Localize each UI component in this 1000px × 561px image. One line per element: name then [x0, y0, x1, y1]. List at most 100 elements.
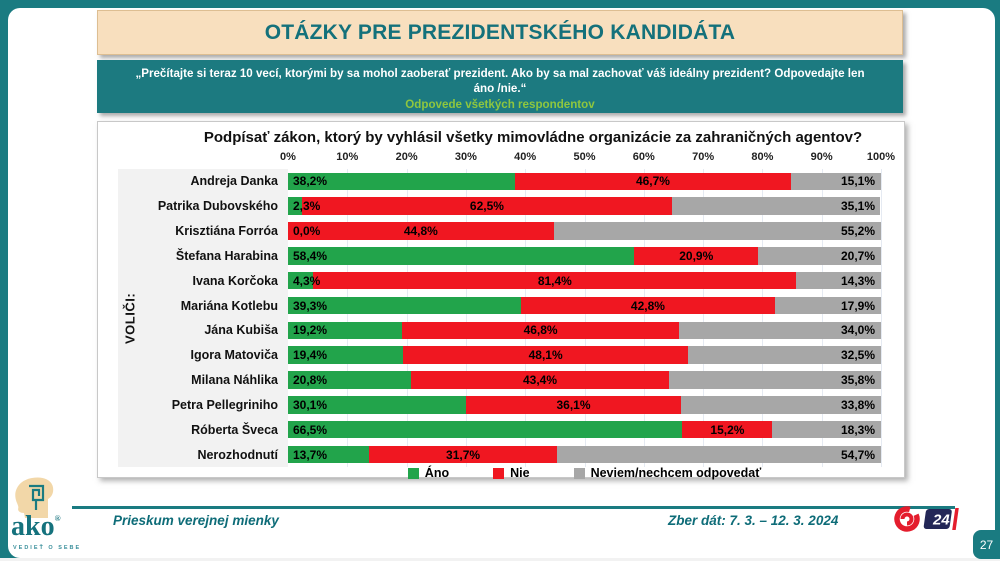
page-number: 27: [979, 537, 994, 552]
bar-track: 15,2% 66,5% 18,3%: [288, 420, 881, 439]
bar-segment-dk: [672, 197, 881, 215]
joj24-badge: [923, 508, 959, 530]
value-label-yes: 66,5%: [293, 422, 328, 437]
value-label-no: 36,1%: [556, 397, 591, 412]
chart-row: Milana Náhlika 43,4% 20,8% 35,8%: [118, 368, 881, 393]
value-label-dk: 35,1%: [840, 199, 875, 214]
value-label-no: 20,9%: [679, 248, 714, 263]
bar-segment-dk: [772, 420, 881, 439]
bar-segment-dk: [758, 247, 881, 265]
bar-segment-yes: [288, 197, 302, 215]
bar-track: 36,1% 30,1% 33,8%: [288, 396, 881, 414]
chart-row: Ivana Korčoka 81,4% 4,3% 14,3%: [118, 268, 881, 293]
value-label-no: 46,8%: [523, 323, 558, 338]
category-label: Patrika Dubovského: [157, 199, 278, 214]
ako-tagline: VEDIEŤ O SEBE: [13, 545, 82, 551]
value-label-no: 43,4%: [523, 373, 558, 388]
ako-wordmark: ako®: [11, 511, 61, 542]
value-label-yes: 30,1%: [293, 397, 328, 412]
footer-left-text: Prieskum verejnej mienky: [113, 513, 279, 528]
bar-track: 43,4% 20,8% 35,8%: [288, 371, 881, 389]
bar-segment-no: 15,2%: [682, 420, 773, 439]
category-label: Petra Pellegriniho: [171, 397, 278, 412]
slide-title: OTÁZKY PRE PREZIDENTSKÉHO KANDIDÁTA: [264, 20, 736, 44]
bar-segment-dk: [556, 445, 881, 464]
bar-segment-no: 46,8%: [401, 321, 680, 340]
chart-row: Andreja Danka 46,7% 38,2% 15,1%: [118, 169, 881, 194]
value-label-no: 46,7%: [635, 174, 670, 189]
chart-container: Podpísať zákon, ktorý by vyhlásil všetky…: [97, 121, 905, 480]
value-label-yes: 13,7%: [293, 447, 328, 462]
legend-item: Nie: [493, 466, 530, 480]
plot-gridlines: [288, 169, 882, 467]
bar-segment-no: 46,7%: [514, 172, 792, 191]
chart-row: Jána Kubiša 46,8% 19,2% 34,0%: [118, 318, 881, 343]
bar-track: 48,1% 19,4% 32,5%: [288, 346, 881, 364]
bar-segment-yes: [288, 296, 522, 315]
chart-row: Krisztiána Forróa 44,8% 0,0% 55,2%: [118, 219, 881, 244]
legend-item: Áno: [407, 466, 450, 480]
bar-segment-dk: [680, 396, 881, 414]
value-label-dk: 15,1%: [840, 174, 875, 189]
x-tick-label: 30%: [454, 151, 477, 163]
slide-title-box: OTÁZKY PRE PREZIDENTSKÉHO KANDIDÁTA: [97, 10, 903, 55]
legend-label: Neviem/nechcem odpovedať: [590, 466, 762, 480]
joj24-logo: 24: [892, 503, 962, 535]
footer-divider: [72, 506, 955, 509]
bar-segment-dk: [774, 296, 881, 315]
bar-rows: Andreja Danka 46,7% 38,2% 15,1% Patrika Dubo…: [118, 169, 881, 467]
value-label-dk: 54,7%: [840, 447, 875, 462]
value-label-yes: 19,4%: [293, 348, 328, 363]
bar-track: 46,7% 38,2% 15,1%: [288, 172, 881, 191]
gridline: [525, 169, 527, 467]
chart-title: Podpísať zákon, ktorý by vyhlásil všetky…: [203, 129, 863, 146]
value-label-no: 48,1%: [528, 348, 563, 363]
question-quote: „Prečítajte si teraz 10 vecí, ktorými by…: [135, 67, 865, 96]
bar-segment-no: 81,4%: [313, 271, 797, 290]
chart-row: Štefana Harabina 20,9% 58,4% 20,7%: [118, 243, 881, 268]
bar-track: 20,9% 58,4% 20,7%: [288, 247, 881, 265]
category-label: Ivana Korčoka: [192, 273, 278, 288]
respondents-note: Odpovede všetkých respondentov: [405, 98, 595, 112]
x-tick-label: 0%: [280, 151, 296, 163]
value-label-no: 15,2%: [710, 422, 745, 437]
category-label: Mariána Kotlebu: [180, 298, 278, 313]
bar-track: 31,7% 13,7% 54,7%: [288, 445, 881, 464]
legend-swatch: [493, 467, 505, 479]
category-label: Štefana Harabina: [175, 248, 278, 263]
bar-segment-yes: [288, 321, 402, 340]
bar-segment-yes: [288, 420, 683, 439]
x-tick-label: 100%: [866, 151, 896, 163]
value-label-dk: 55,2%: [840, 224, 875, 239]
chart-row: Petra Pellegriniho 36,1% 30,1% 33,8%: [118, 392, 881, 417]
value-label-no: 42,8%: [630, 298, 665, 313]
bar-segment-yes: [288, 172, 515, 191]
x-tick-label: 80%: [751, 151, 774, 163]
page-number-tab: 27: [973, 530, 1000, 559]
legend-label: Áno: [424, 466, 450, 480]
legend-item: Neviem/nechcem odpovedať: [573, 466, 762, 480]
bar-segment-yes: [288, 371, 412, 389]
category-label: Róberta Šveca: [191, 422, 278, 437]
chart-row: Mariána Kotlebu 42,8% 39,3% 17,9%: [118, 293, 881, 318]
gridline: [643, 169, 645, 467]
value-label-yes: 4,3%: [293, 273, 321, 288]
legend-swatch: [573, 467, 585, 479]
bar-track: 42,8% 39,3% 17,9%: [288, 296, 881, 315]
legend-label: Nie: [510, 466, 530, 480]
bar-segment-no: 20,9%: [634, 247, 759, 265]
bar-segment-no: 62,5%: [301, 197, 673, 215]
value-label-no: 31,7%: [446, 447, 481, 462]
value-label-dk: 32,5%: [840, 348, 875, 363]
bar-segment-dk: [796, 271, 881, 290]
value-label-dk: 14,3%: [840, 273, 875, 288]
bar-segment-no: 31,7%: [369, 445, 557, 464]
chart-row: Patrika Dubovského 62,5% 2,3% 35,1%: [118, 194, 881, 219]
category-label: Andreja Danka: [190, 174, 278, 189]
chart-row: Igora Matoviča 48,1% 19,4% 32,5%: [118, 343, 881, 368]
x-tick-label: 90%: [810, 151, 833, 163]
value-label-dk: 18,3%: [840, 422, 875, 437]
ako-agency-logo: ako® VEDIEŤ O SEBE: [10, 477, 90, 559]
ako-head-icon: [15, 477, 54, 518]
x-tick-label: 40%: [514, 151, 537, 163]
